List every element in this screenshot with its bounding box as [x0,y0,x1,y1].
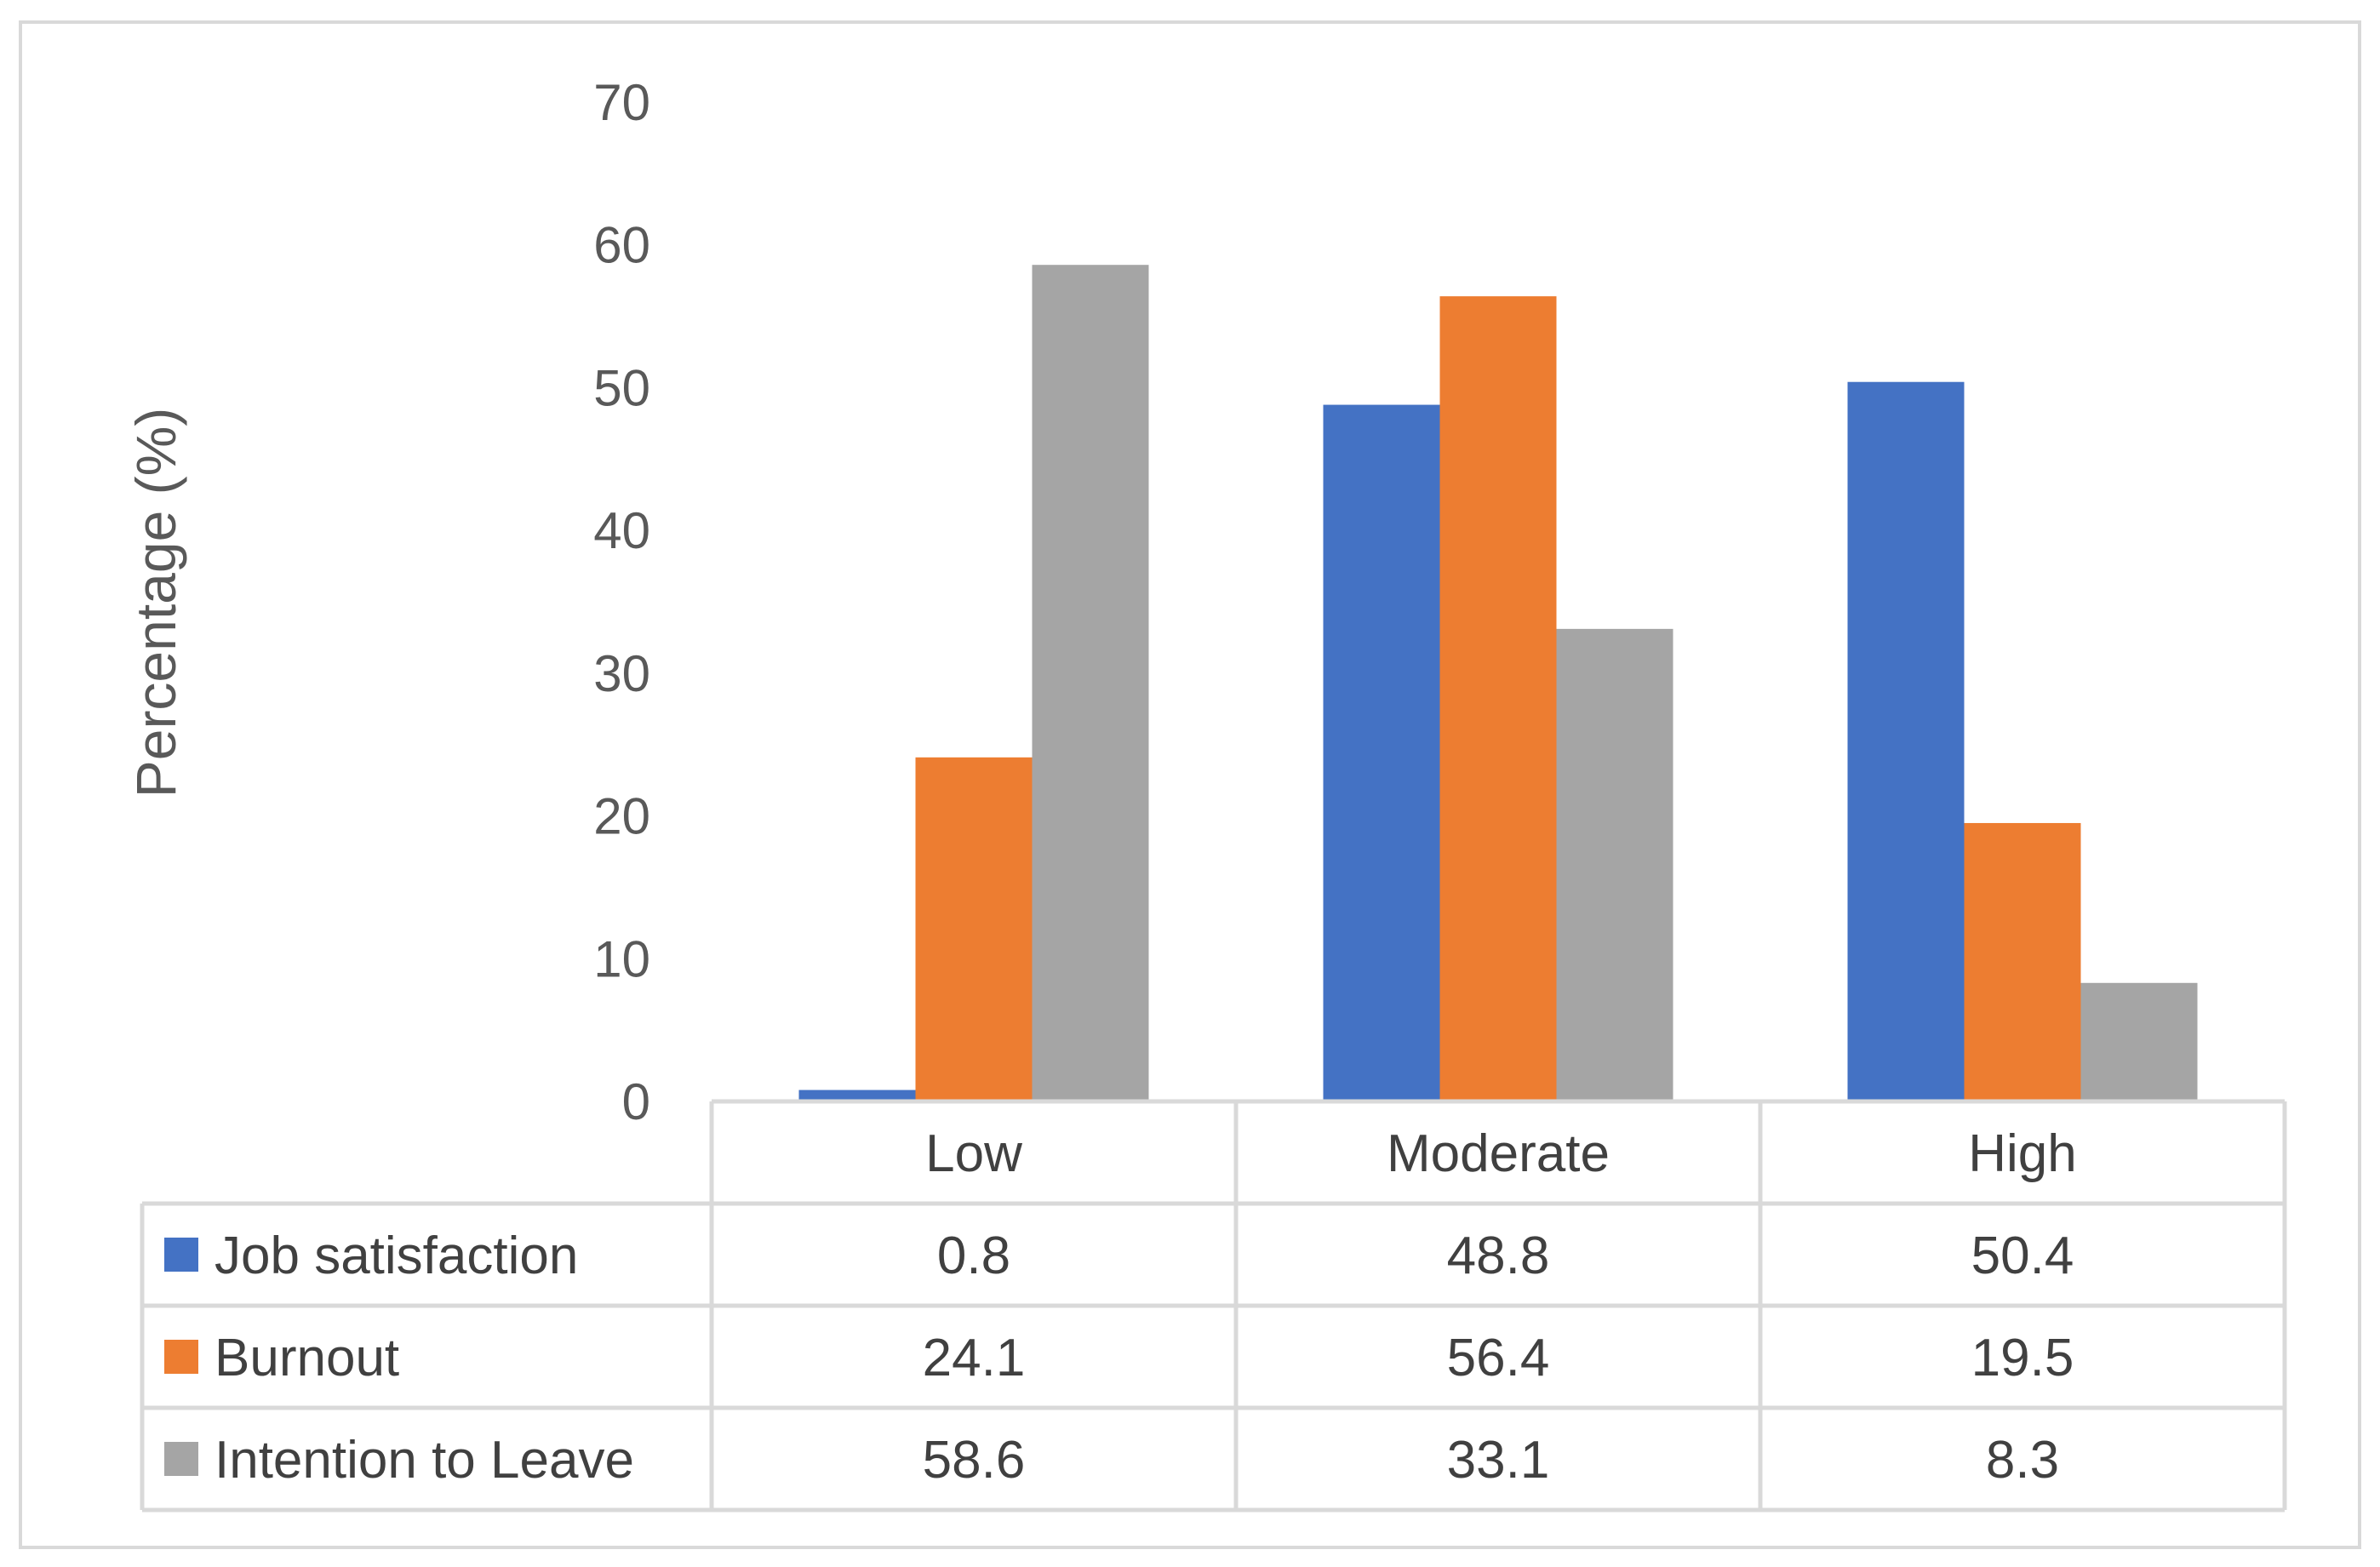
data-label-job-satisfaction-low: 0.8 [937,1227,1010,1285]
category-label-low: Low [925,1124,1022,1183]
bar-burnout-high [1964,822,2081,1101]
bar-job-satisfaction-low [798,1089,916,1101]
bar-burnout-moderate [1439,296,1557,1101]
bar-intention-to-leave-high [2080,982,2198,1101]
legend-label-intention-to-leave: Intention to Leave [215,1431,634,1490]
data-label-burnout-high: 19.5 [1971,1329,2074,1387]
bar-job-satisfaction-moderate [1323,404,1440,1101]
bar-burnout-low [915,757,1033,1101]
legend-label-job-satisfaction: Job satisfaction [215,1227,578,1285]
y-tick-label-50: 50 [593,359,650,416]
bars-layer [798,265,2198,1102]
data-label-intention-to-leave-low: 58.6 [923,1431,1026,1490]
data-label-intention-to-leave-high: 8.3 [1986,1431,2059,1490]
y-tick-label-70: 70 [593,74,650,131]
y-axis-label: Percentage (%) [124,408,187,798]
legend-key-intention-to-leave [164,1442,198,1476]
y-tick-label-20: 20 [593,788,650,845]
legend-label-burnout: Burnout [215,1329,399,1387]
y-axis: 0 10 20 30 40 50 60 70 [593,74,650,1130]
bar-intention-to-leave-moderate [1556,628,1673,1101]
bar-intention-to-leave-low [1032,265,1149,1101]
data-label-intention-to-leave-moderate: 33.1 [1447,1431,1550,1490]
chart-frame [19,20,2361,1549]
y-tick-label-10: 10 [593,930,650,987]
data-label-burnout-low: 24.1 [923,1329,1026,1387]
data-label-job-satisfaction-high: 50.4 [1971,1227,2074,1285]
legend-key-burnout [164,1340,198,1374]
data-label-burnout-moderate: 56.4 [1447,1329,1550,1387]
y-tick-label-30: 30 [593,645,650,702]
y-tick-label-40: 40 [593,502,650,559]
data-label-job-satisfaction-moderate: 48.8 [1447,1227,1550,1285]
y-tick-label-0: 0 [622,1073,650,1130]
legend-key-job-satisfaction [164,1238,198,1272]
data-table: Low Moderate High Job satisfaction 0.8 48.8 50… [140,1099,2287,1513]
y-tick-label-60: 60 [593,217,650,274]
category-label-moderate: Moderate [1387,1124,1610,1183]
category-label-high: High [1968,1124,2077,1183]
bar-job-satisfaction-high [1847,381,1965,1102]
